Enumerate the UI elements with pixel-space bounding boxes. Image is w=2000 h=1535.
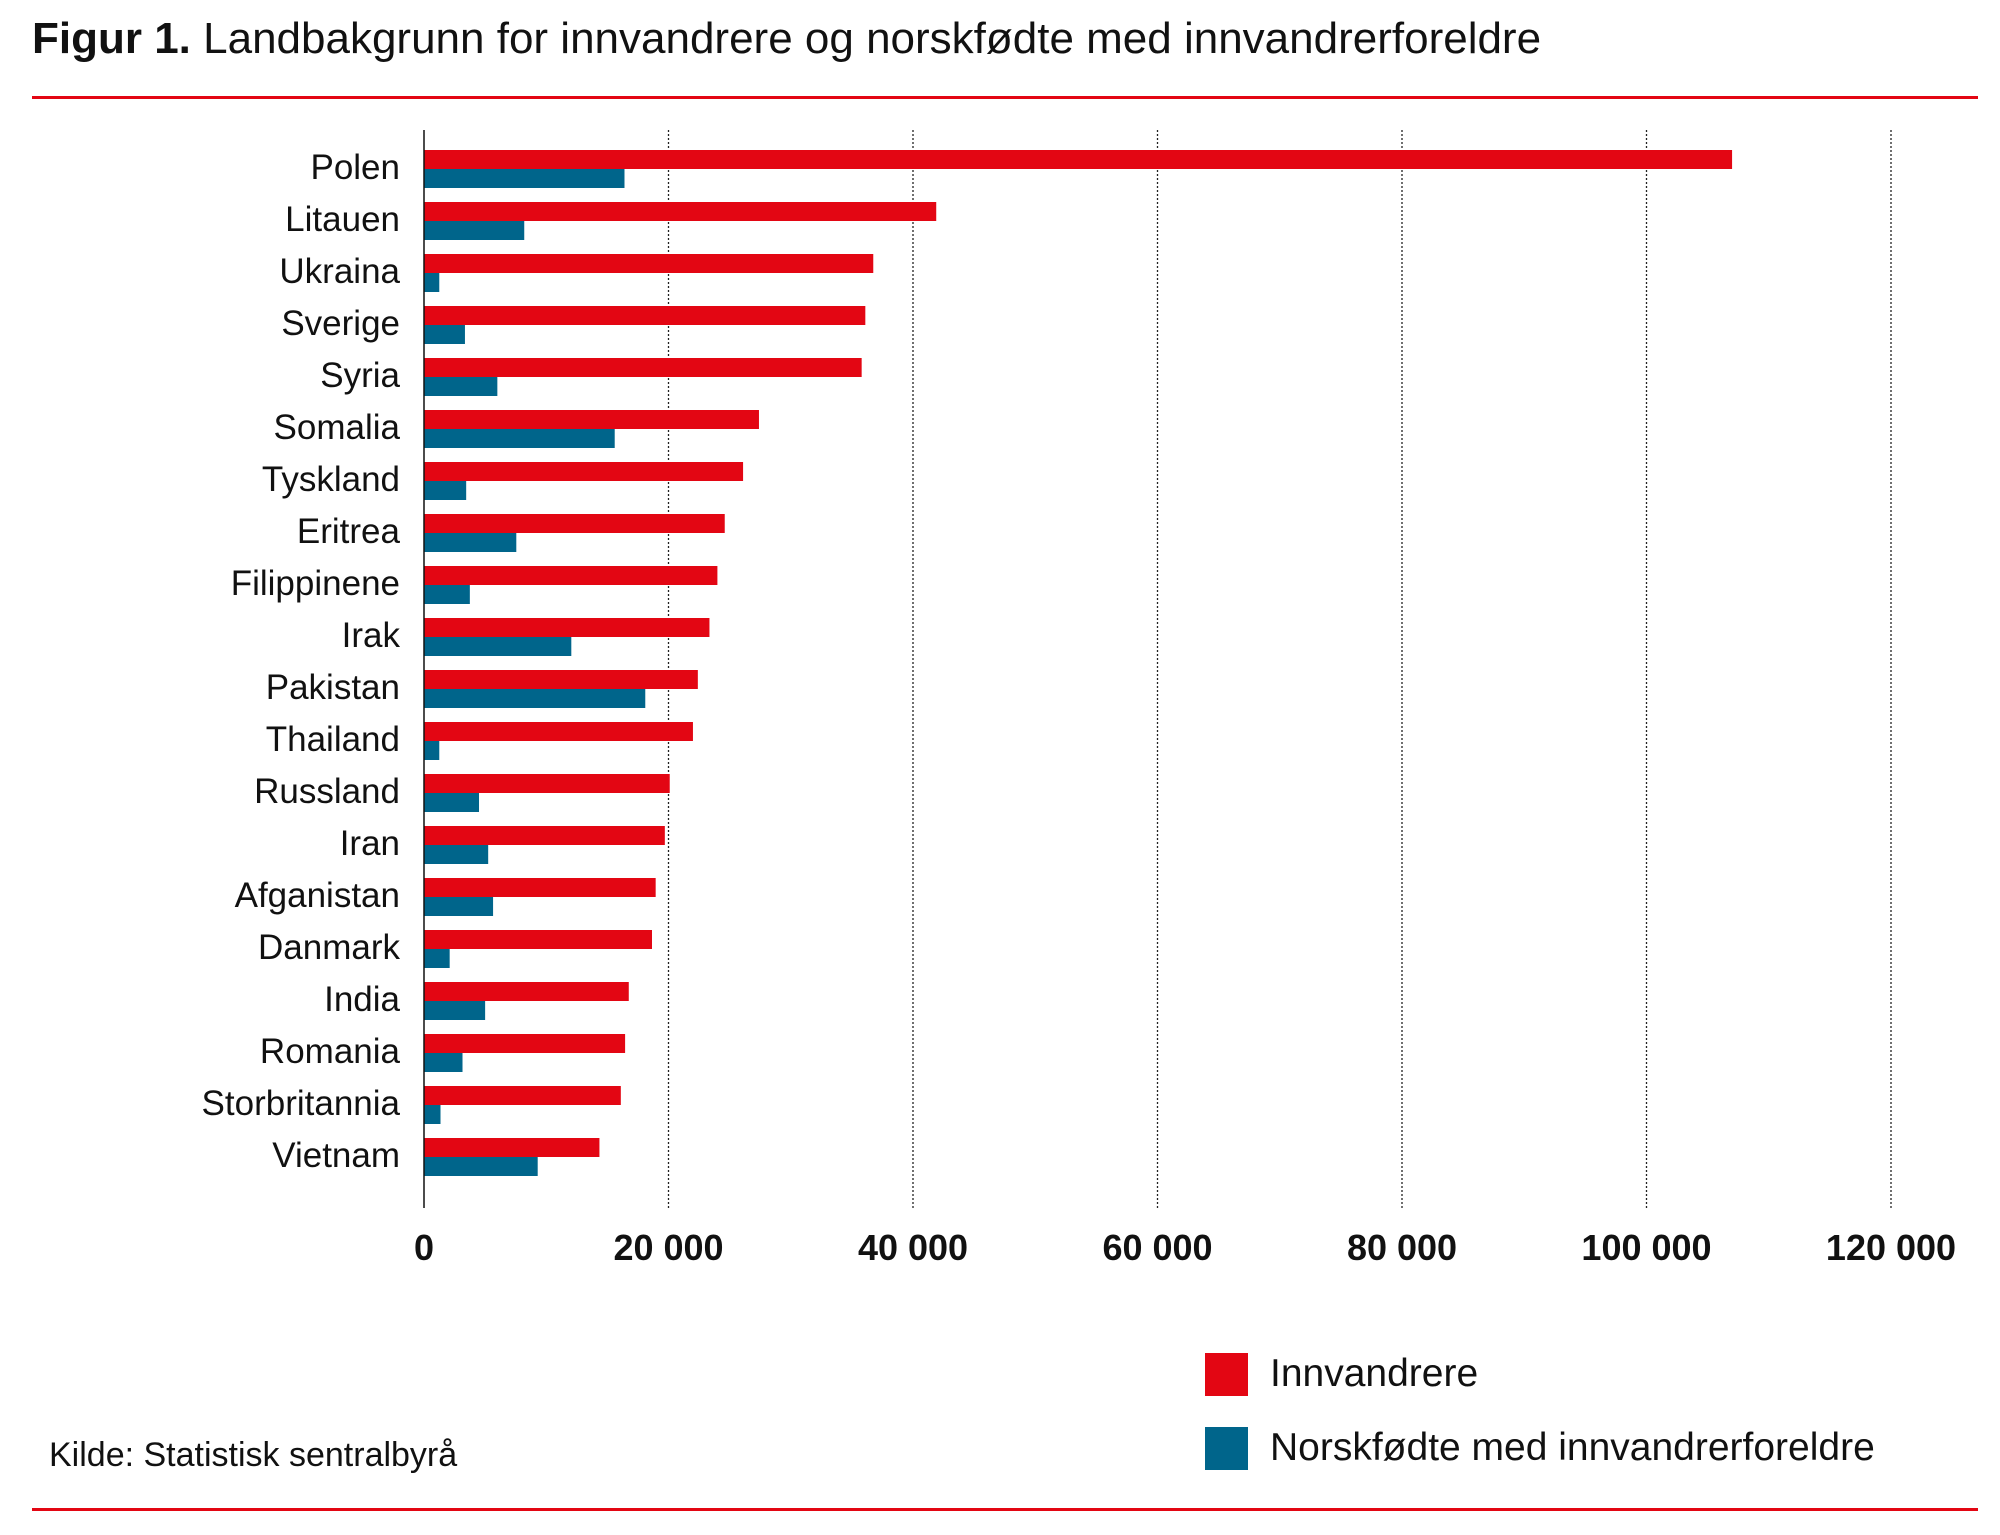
bar-innvandrere — [424, 462, 744, 481]
x-tick-label: 60 000 — [1102, 1227, 1212, 1268]
bar-innvandrere — [424, 1034, 626, 1053]
legend-swatch-norskfodte — [1205, 1426, 1248, 1470]
bar-norskfodte — [424, 741, 440, 760]
legend-item-norskfodte: Norskfødte med innvandrerforeldre — [1205, 1426, 1875, 1470]
bar-norskfodte — [424, 169, 625, 188]
bar-innvandrere — [424, 670, 698, 689]
legend-label: Norskfødte med innvandrerforeldre — [1270, 1426, 1875, 1469]
x-tick-label: 100 000 — [1581, 1227, 1711, 1268]
category-label: Polen — [310, 148, 400, 187]
bar-innvandrere — [424, 566, 718, 585]
bottom-rule — [32, 1508, 1978, 1511]
bar-innvandrere — [424, 826, 665, 845]
bar-innvandrere — [424, 514, 725, 533]
legend-item-innvandrere: Innvandrere — [1205, 1352, 1478, 1396]
category-label: Ukraina — [279, 252, 400, 291]
x-tick-label: 40 000 — [858, 1227, 968, 1268]
bar-innvandrere — [424, 722, 693, 741]
bar-norskfodte — [424, 481, 467, 500]
category-label: Eritrea — [297, 512, 401, 551]
category-label: Vietnam — [272, 1136, 400, 1175]
category-label: Litauen — [285, 200, 400, 239]
bar-innvandrere — [424, 878, 656, 897]
bar-innvandrere — [424, 358, 862, 377]
x-tick-label: 0 — [414, 1227, 434, 1268]
x-tick-label: 80 000 — [1347, 1227, 1457, 1268]
figure-title: Figur 1. Landbakgrunn for innvandrere og… — [32, 14, 1541, 64]
bar-norskfodte — [424, 897, 494, 916]
bar-innvandrere — [424, 1138, 600, 1157]
category-label: Sverige — [281, 304, 400, 343]
figure-label: Figur 1. — [32, 14, 191, 63]
bar-norskfodte — [424, 1001, 486, 1020]
category-label: Afganistan — [235, 876, 400, 915]
category-label: Romania — [260, 1032, 401, 1071]
category-label: India — [324, 980, 400, 1019]
category-label: Syria — [320, 356, 400, 395]
top-rule — [32, 96, 1978, 99]
bar-norskfodte — [424, 533, 517, 552]
bar-innvandrere — [424, 982, 629, 1001]
bar-norskfodte — [424, 1105, 441, 1124]
bar-norskfodte — [424, 221, 525, 240]
bar-norskfodte — [424, 585, 470, 604]
category-label: Thailand — [266, 720, 400, 759]
bar-innvandrere — [424, 410, 759, 429]
bar-innvandrere — [424, 930, 652, 949]
bar-norskfodte — [424, 637, 572, 656]
bar-innvandrere — [424, 774, 670, 793]
category-label: Tyskland — [262, 460, 400, 499]
bar-norskfodte — [424, 793, 480, 812]
bar-norskfodte — [424, 949, 450, 968]
category-label: Russland — [254, 772, 400, 811]
source-note: Kilde: Statistisk sentralbyrå — [49, 1436, 458, 1474]
bar-innvandrere — [424, 306, 866, 325]
category-label: Iran — [340, 824, 400, 863]
bar-norskfodte — [424, 429, 615, 448]
figure-title-text: Landbakgrunn for innvandrere og norskfød… — [203, 14, 1542, 63]
bar-innvandrere — [424, 1086, 621, 1105]
category-label: Danmark — [258, 928, 400, 967]
bar-norskfodte — [424, 273, 440, 292]
bar-innvandrere — [424, 254, 874, 273]
legend-swatch-innvandrere — [1205, 1352, 1248, 1396]
bar-norskfodte — [424, 325, 465, 344]
bar-norskfodte — [424, 1053, 463, 1072]
bar-norskfodte — [424, 689, 646, 708]
category-label: Somalia — [274, 408, 401, 447]
bar-norskfodte — [424, 1157, 538, 1176]
category-label: Filippinene — [231, 564, 400, 603]
bar-innvandrere — [424, 202, 937, 221]
bar-norskfodte — [424, 845, 489, 864]
category-label: Storbritannia — [202, 1084, 401, 1123]
category-label: Irak — [342, 616, 401, 655]
legend-label: Innvandrere — [1270, 1352, 1479, 1395]
x-tick-label: 20 000 — [613, 1227, 723, 1268]
bar-innvandrere — [424, 150, 1733, 169]
x-tick-label: 120 000 — [1826, 1227, 1956, 1268]
bar-innvandrere — [424, 618, 710, 637]
category-label: Pakistan — [266, 668, 400, 707]
bar-norskfodte — [424, 377, 498, 396]
